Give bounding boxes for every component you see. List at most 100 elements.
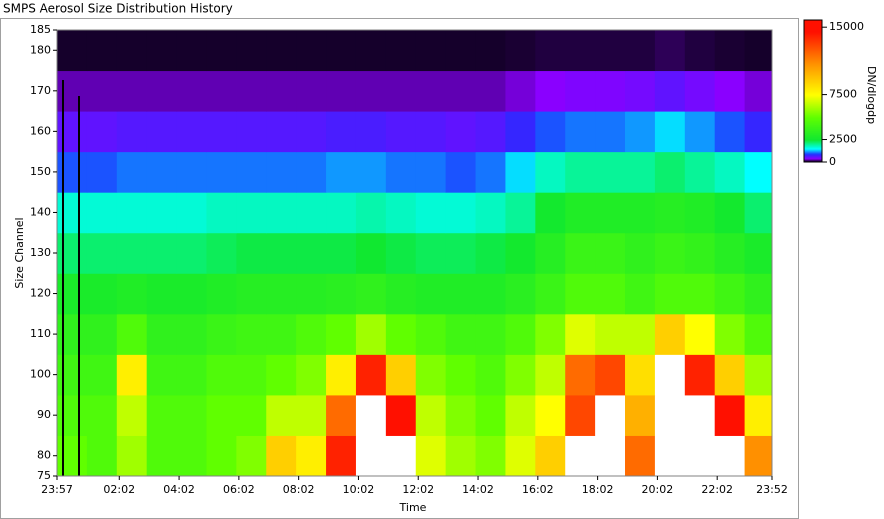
- heatmap-cell: [266, 30, 297, 72]
- colorbar-cell: [804, 35, 822, 37]
- colorbar-cell: [804, 95, 822, 97]
- heatmap-cell: [654, 192, 686, 234]
- heatmap-cell: [535, 313, 566, 355]
- heatmap-cell: [445, 313, 477, 355]
- heatmap-cell: [654, 394, 686, 436]
- overlay: [62, 80, 80, 476]
- heatmap-cell: [535, 30, 566, 72]
- heatmap-cell: [57, 394, 88, 436]
- heatmap-cell: [684, 435, 716, 477]
- heatmap-cell: [475, 192, 506, 234]
- heatmap-cell: [266, 70, 297, 112]
- colorbar-cell: [804, 149, 822, 151]
- heatmap-cell: [176, 435, 207, 477]
- colorbar-label: DN/dlogdp: [865, 66, 878, 124]
- y-tick-label: 90: [37, 408, 51, 421]
- heatmap-cell: [385, 70, 417, 112]
- heatmap-cell: [176, 192, 207, 234]
- heatmap-cell: [565, 394, 596, 436]
- heatmap-cell: [86, 273, 118, 315]
- heatmap-cell: [744, 354, 773, 396]
- colorbar-cell: [804, 75, 822, 77]
- colorbar-cell: [804, 65, 822, 67]
- heatmap-cell: [176, 232, 207, 274]
- heatmap-cell: [505, 70, 536, 112]
- colorbar-cell: [804, 124, 822, 126]
- heatmap-cell: [714, 232, 746, 274]
- heatmap-cell: [415, 111, 447, 153]
- heatmap-cell: [385, 192, 417, 234]
- heatmap-cell: [595, 394, 626, 436]
- heatmap-cell: [445, 30, 477, 72]
- colorbar-cell: [804, 130, 822, 132]
- heatmap-cell: [326, 30, 357, 72]
- colorbar-cell: [804, 62, 822, 64]
- heatmap-cell: [684, 394, 716, 436]
- heatmap-cell: [535, 111, 566, 153]
- heatmap-cell: [625, 70, 656, 112]
- heatmap-cell: [236, 30, 267, 72]
- heatmap-cell: [116, 354, 148, 396]
- heatmap-cell: [714, 394, 746, 436]
- heatmap-cell: [86, 151, 118, 193]
- colorbar-cell: [804, 101, 822, 103]
- heatmap-cell: [355, 354, 387, 396]
- heatmap-cell: [236, 70, 267, 112]
- colorbar-cell: [804, 74, 822, 76]
- heatmap-cell: [654, 354, 686, 396]
- heatmap-cell: [415, 192, 447, 234]
- heatmap-cell: [714, 111, 746, 153]
- colorbar-cell: [804, 36, 822, 38]
- heatmap-cell: [385, 151, 417, 193]
- heatmap-cell: [475, 273, 506, 315]
- heatmap-cell: [236, 313, 267, 355]
- heatmap-cell: [266, 273, 297, 315]
- colorbar-cell: [804, 113, 822, 115]
- heatmap-cell: [535, 354, 566, 396]
- colorbar-cell: [804, 145, 822, 147]
- heatmap-cell: [565, 354, 596, 396]
- heatmap-cell: [684, 232, 716, 274]
- heatmap-cell: [326, 313, 357, 355]
- x-tick-label: 12:02: [402, 483, 434, 496]
- heatmap-cell: [355, 232, 387, 274]
- colorbar-cell: [804, 20, 822, 22]
- x-tick-label: 08:02: [283, 483, 315, 496]
- heatmap-cell: [146, 313, 178, 355]
- heatmap-cell: [565, 111, 596, 153]
- colorbar-cell: [804, 38, 822, 40]
- colorbar-cell: [804, 142, 822, 144]
- heatmap-cell: [505, 313, 536, 355]
- heatmap-cell: [57, 354, 88, 396]
- colorbar-cell: [804, 68, 822, 70]
- heatmap-cell: [206, 394, 237, 436]
- heatmap-cell: [625, 232, 656, 274]
- heatmap-cell: [744, 232, 773, 274]
- heatmap-cell: [355, 394, 387, 436]
- heatmap-cell: [146, 273, 178, 315]
- colorbar-cell: [804, 97, 822, 99]
- heatmap-cell: [744, 111, 773, 153]
- colorbar-border: [803, 19, 823, 163]
- heatmap-cell: [236, 435, 267, 477]
- colorbar-cell: [804, 27, 822, 29]
- colorbar-cell: [804, 78, 822, 80]
- colorbar-cell: [804, 100, 822, 102]
- colorbar-cell: [804, 33, 822, 35]
- colorbar-tick-label: 0: [829, 155, 836, 168]
- colorbar-tick-label: 2500: [829, 133, 857, 146]
- colorbar-cell: [804, 141, 822, 143]
- colorbar-cell: [804, 84, 822, 86]
- heatmap-cell: [326, 70, 357, 112]
- colorbar-cell: [804, 63, 822, 65]
- heatmap-cell: [355, 273, 387, 315]
- y-axis-label: Size Channel: [13, 217, 26, 288]
- heatmap-cell: [744, 70, 773, 112]
- colorbar-cell: [804, 136, 822, 138]
- heatmap-cell: [654, 70, 686, 112]
- heatmap-cell: [86, 232, 118, 274]
- heatmap-cell: [296, 313, 327, 355]
- heatmap-cell: [505, 30, 536, 72]
- heatmap-cell: [475, 435, 506, 477]
- colorbar-cell: [804, 116, 822, 118]
